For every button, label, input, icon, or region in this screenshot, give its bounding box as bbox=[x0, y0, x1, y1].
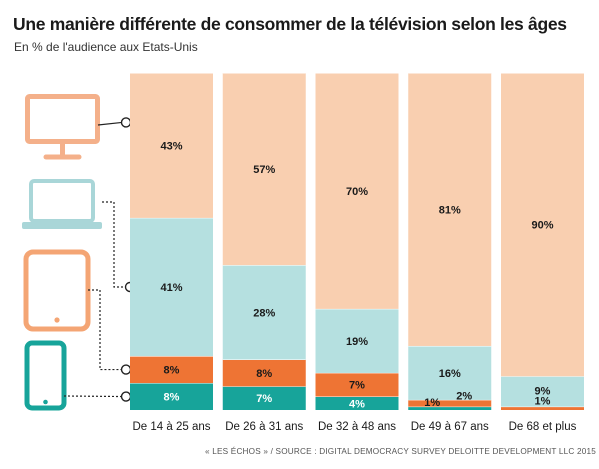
laptop-icon bbox=[22, 179, 102, 229]
value-label-tablet-3: 7% bbox=[349, 380, 365, 392]
value-label-tablet-4: 2% bbox=[456, 390, 472, 402]
bars-group bbox=[130, 72, 584, 410]
value-label-laptop-5: 9% bbox=[535, 385, 551, 397]
connector-tablet bbox=[88, 289, 122, 371]
bar-smartphone-2 bbox=[222, 386, 306, 410]
connector-dot-television bbox=[120, 117, 132, 128]
value-label-laptop-4: 16% bbox=[439, 368, 461, 380]
value-label-television-3: 70% bbox=[346, 186, 368, 198]
value-label-smartphone-1: 8% bbox=[164, 392, 180, 404]
bar-smartphone-1 bbox=[130, 383, 213, 410]
bar-tablet-5 bbox=[501, 406, 584, 410]
bar-laptop-5 bbox=[501, 376, 584, 407]
bar-smartphone-3 bbox=[315, 396, 399, 410]
value-label-laptop-1: 41% bbox=[160, 282, 182, 294]
bar-television-3 bbox=[315, 73, 399, 309]
value-label-smartphone-4: 1% bbox=[424, 397, 440, 409]
tablet-icon bbox=[23, 249, 91, 332]
category-label-3: De 32 à 48 ans bbox=[318, 421, 396, 433]
value-labels: 8% 8% 41% 43% 7% 8% 28% 57% 4% 7% 19% 70% 1% 2% 16% 81%… bbox=[160, 140, 553, 410]
bar-laptop-3 bbox=[315, 308, 399, 373]
value-label-tablet-1: 8% bbox=[164, 365, 180, 377]
device-legend bbox=[22, 94, 102, 411]
chart-subtitle: En % de l'audience aux Etats-Unis bbox=[14, 40, 198, 54]
source-note: « LES ÉCHOS » / SOURCE : DIGITAL DEMOCRA… bbox=[205, 447, 597, 456]
bar-laptop-2 bbox=[222, 265, 306, 360]
category-label-5: De 68 et plus bbox=[509, 421, 577, 433]
category-label-1: De 14 à 25 ans bbox=[132, 421, 210, 433]
value-label-smartphone-3: 4% bbox=[349, 398, 365, 410]
connector-laptop bbox=[102, 201, 126, 288]
value-label-smartphone-2: 7% bbox=[256, 393, 272, 405]
connector-dot-tablet bbox=[120, 364, 132, 375]
category-label-4: De 49 à 67 ans bbox=[411, 421, 489, 433]
category-labels: De 14 à 25 ans De 26 à 31 ans De 32 à 48 a… bbox=[132, 421, 576, 433]
bar-tablet-1 bbox=[130, 356, 213, 384]
bar-television-4 bbox=[408, 73, 492, 346]
value-label-tablet-2: 8% bbox=[256, 368, 272, 380]
category-label-2: De 26 à 31 ans bbox=[225, 421, 303, 433]
bar-television-1 bbox=[130, 73, 213, 218]
chart-title: Une manière différente de consommer de l… bbox=[13, 14, 567, 34]
bar-television-2 bbox=[222, 73, 306, 266]
value-label-television-5: 90% bbox=[531, 220, 553, 232]
smartphone-icon bbox=[24, 340, 67, 411]
value-label-television-2: 57% bbox=[253, 164, 275, 176]
connector-smartphone bbox=[63, 395, 123, 398]
value-label-tablet-5: 1% bbox=[535, 396, 551, 408]
bar-tablet-3 bbox=[315, 372, 399, 397]
bar-laptop-1 bbox=[130, 217, 213, 357]
connector-television bbox=[97, 121, 123, 126]
connector-dot-smartphone bbox=[120, 391, 132, 402]
value-label-television-1: 43% bbox=[160, 140, 182, 152]
value-label-laptop-3: 19% bbox=[346, 336, 368, 348]
bar-laptop-4 bbox=[408, 345, 492, 400]
value-label-laptop-2: 28% bbox=[253, 307, 275, 319]
bar-tablet-2 bbox=[222, 359, 306, 387]
bar-smartphone-4 bbox=[408, 406, 492, 410]
television-icon bbox=[25, 94, 100, 160]
legend-connectors bbox=[63, 117, 136, 402]
bar-television-5 bbox=[501, 73, 584, 377]
value-label-television-4: 81% bbox=[439, 204, 461, 216]
bar-tablet-4 bbox=[408, 399, 492, 407]
